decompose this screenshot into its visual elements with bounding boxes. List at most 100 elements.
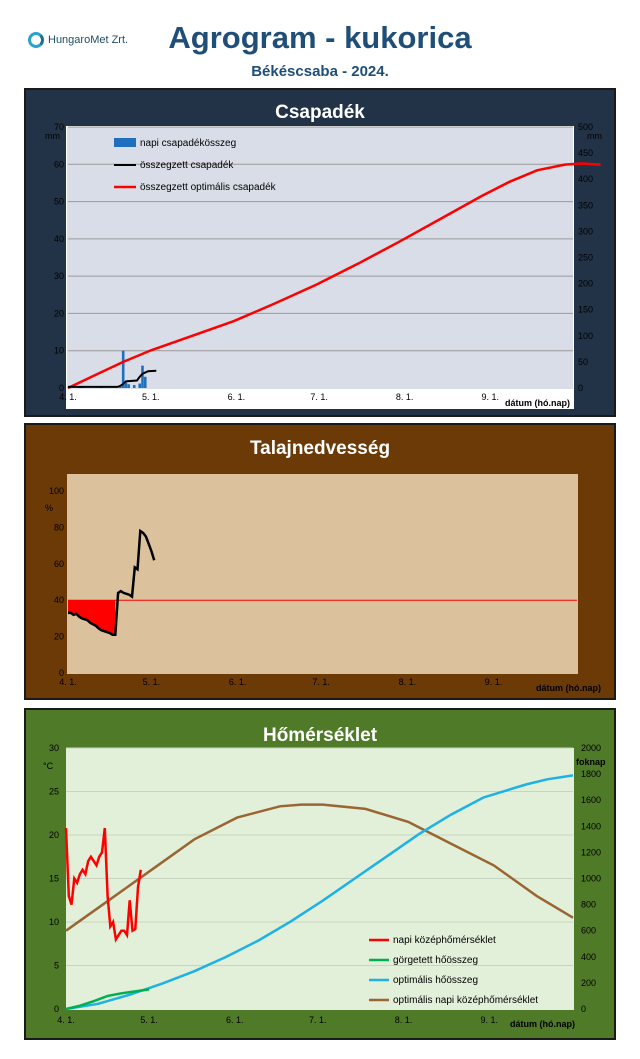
precipitation-title: Csapadék	[275, 102, 365, 123]
temperature-title: Hőmérséklet	[263, 725, 378, 746]
precip-bar	[141, 365, 144, 388]
y-tick-label: 100	[49, 486, 64, 496]
soil-moisture-chart: Talajnedvesség 0 20 40 60 80 100 4. 1. 5. 1. 6.…	[45, 438, 601, 693]
y2-tick-label: 50	[578, 357, 588, 367]
logo-text: HungaroMet Zrt.	[48, 34, 129, 46]
precip-bar	[119, 386, 122, 388]
y2-tick-label: 1600	[581, 795, 601, 805]
soil-moisture-plot-area	[67, 474, 578, 674]
y2-tick-label: 0	[578, 383, 583, 393]
precip-bar	[132, 385, 136, 388]
hungaromet-logo: HungaroMet Zrt.	[28, 28, 128, 52]
y2-tick-label: 350	[578, 200, 593, 210]
precipitation-x-label: dátum (hó.nap)	[505, 398, 570, 408]
soil-moisture-line	[68, 528, 156, 637]
y2-tick-label: 1200	[581, 847, 601, 857]
y-tick-label: 40	[54, 595, 64, 605]
soil-moisture-deficit-area	[68, 600, 116, 635]
optimal-heat-sum-line	[65, 774, 574, 1011]
precipitation-left-unit: mm	[45, 131, 60, 141]
soil-moisture-panel: Talajnedvesség 0 20 40 60 80 100 4. 1. 5. 1. 6.…	[24, 423, 616, 700]
x-tick-label: 6. 1.	[229, 677, 247, 687]
optimal-daily-temp-line	[65, 803, 574, 932]
legend-daily-precip: napi csapadékösszeg	[140, 138, 236, 149]
y2-tick-label: 2000	[581, 743, 601, 753]
x-tick-label: 8. 1.	[399, 677, 417, 687]
temperature-x-label: dátum (hó.nap)	[510, 1019, 575, 1029]
y-tick-label: 0	[59, 383, 64, 393]
temperature-left-unit: °C	[43, 761, 54, 771]
y2-tick-label: 800	[581, 900, 596, 910]
precipitation-legend: napi csapadékösszeg összegzett csapadék …	[114, 138, 277, 193]
y2-tick-label: 1800	[581, 769, 601, 779]
y-tick-label: 0	[59, 668, 64, 678]
daily-mean-temp-line	[64, 827, 143, 943]
y2-tick-label: 150	[578, 305, 593, 315]
y-tick-label: 15	[49, 874, 59, 884]
y2-tick-label: 450	[578, 148, 593, 158]
y-tick-label: 0	[54, 1004, 59, 1014]
legend-optimal-sum: optimális hőösszeg	[393, 975, 478, 986]
y2-tick-label: 400	[581, 952, 596, 962]
y2-tick-label: 0	[581, 1004, 586, 1014]
page-subtitle: Békéscsaba - 2024.	[251, 63, 389, 80]
page-title: Agrogram - kukorica	[168, 20, 472, 55]
y2-tick-label: 100	[578, 331, 593, 341]
y-tick-label: 10	[54, 346, 64, 356]
x-tick-label: 4. 1.	[57, 1015, 75, 1025]
rolling-heat-sum-line	[65, 988, 150, 1011]
precip-bar	[127, 384, 131, 388]
precip-bar	[121, 350, 125, 388]
y-tick-label: 5	[54, 961, 59, 971]
soil-moisture-x-label: dátum (hó.nap)	[536, 683, 601, 693]
x-tick-label: 9. 1.	[485, 677, 503, 687]
x-tick-label: 8. 1.	[396, 392, 414, 402]
precipitation-panel: Csapadék 0 10 20 30 40 50 60 70 0 50 100 150 200 250…	[24, 88, 616, 417]
y-tick-label: 20	[54, 632, 64, 642]
precip-bar	[138, 383, 142, 388]
soil-moisture-title: Talajnedvesség	[250, 438, 390, 459]
y-tick-label: 80	[54, 522, 64, 532]
optimal-cumulative-precip-line	[67, 162, 601, 390]
x-tick-label: 6. 1.	[226, 1015, 244, 1025]
x-tick-label: 5. 1.	[140, 1015, 158, 1025]
x-tick-label: 5. 1.	[142, 392, 160, 402]
y2-tick-label: 200	[578, 279, 593, 289]
x-tick-label: 7. 1.	[309, 1015, 327, 1025]
precip-bar	[143, 376, 147, 388]
y2-tick-label: 200	[581, 978, 596, 988]
y-tick-label: 50	[54, 197, 64, 207]
y-tick-label: 20	[49, 830, 59, 840]
temperature-right-unit: foknap	[576, 757, 606, 767]
x-tick-label: 6. 1.	[228, 392, 246, 402]
precipitation-chart: Csapadék 0 10 20 30 40 50 60 70 0 50 100 150 200 250…	[45, 102, 602, 409]
temperature-legend: napi középhőmérséklet görgetett hőösszeg…	[369, 935, 538, 1006]
temperature-panel: Hőmérséklet 0 5 10 15 20 25 30 0 200 400 600 800 10…	[24, 708, 616, 1040]
y2-tick-label: 300	[578, 226, 593, 236]
y-tick-label: 10	[49, 917, 59, 927]
precip-bar	[124, 382, 128, 388]
y-tick-label: 25	[49, 787, 59, 797]
x-tick-label: 8. 1.	[395, 1015, 413, 1025]
y-tick-label: 40	[54, 234, 64, 244]
y-tick-label: 30	[49, 743, 59, 753]
legend-swatch-daily-precip	[114, 138, 136, 147]
x-tick-label: 7. 1.	[310, 392, 328, 402]
y2-tick-label: 600	[581, 926, 596, 936]
y2-tick-label: 1400	[581, 821, 601, 831]
legend-rolling-sum: görgetett hőösszeg	[393, 955, 478, 966]
precipitation-right-unit: mm	[587, 131, 602, 141]
x-tick-label: 4. 1.	[59, 677, 77, 687]
x-tick-label: 4. 1.	[59, 392, 77, 402]
x-tick-label: 5. 1.	[143, 677, 161, 687]
y-tick-label: 60	[54, 159, 64, 169]
hungaromet-logo-icon	[28, 32, 44, 48]
y-tick-label: 60	[54, 559, 64, 569]
precipitation-plot-area	[67, 127, 573, 389]
x-tick-label: 9. 1.	[481, 392, 499, 402]
x-tick-label: 9. 1.	[480, 1015, 498, 1025]
x-tick-label: 7. 1.	[312, 677, 330, 687]
soil-moisture-unit: %	[45, 503, 53, 513]
y-tick-label: 70	[54, 122, 64, 132]
cumulative-precip-line	[68, 369, 157, 388]
